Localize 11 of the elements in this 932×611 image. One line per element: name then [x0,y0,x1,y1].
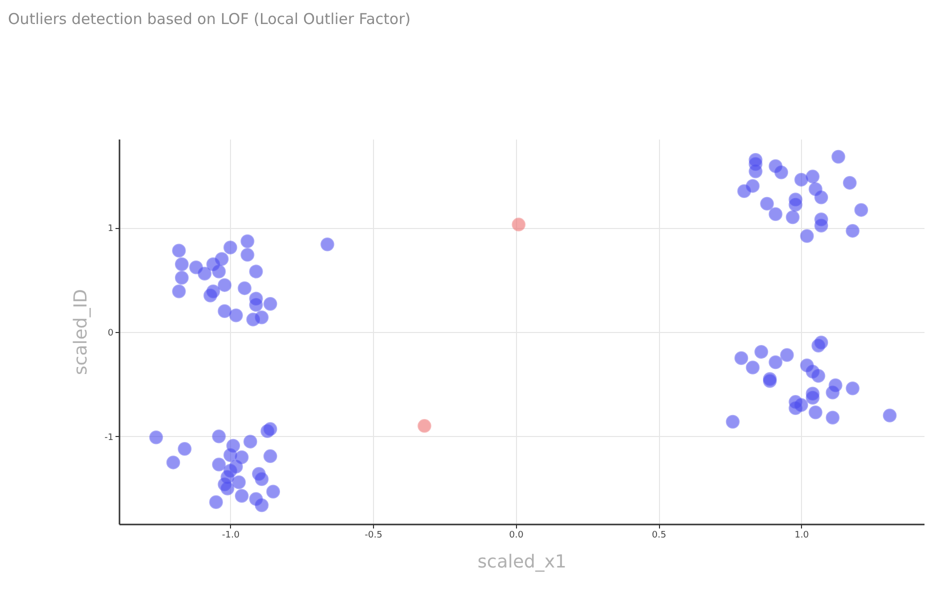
x-tick-label: 0.0 [509,530,524,540]
y-tick-label: 0 [108,328,114,339]
chart-title: Outliers detection based on LOF (Local Outlier Factor) [8,10,411,28]
x-tick-label: 1.0 [794,530,810,540]
x-tick-label: -1.0 [222,530,240,540]
y-tick-label: -1 [104,432,114,443]
x-axis-title: scaled_x1 [478,552,566,572]
x-tick-label: 0.5 [652,530,666,540]
x-tick-label: -0.5 [364,530,382,540]
y-tick-label: 1 [108,224,114,234]
y-axis-title: scaled_ID [70,289,92,375]
